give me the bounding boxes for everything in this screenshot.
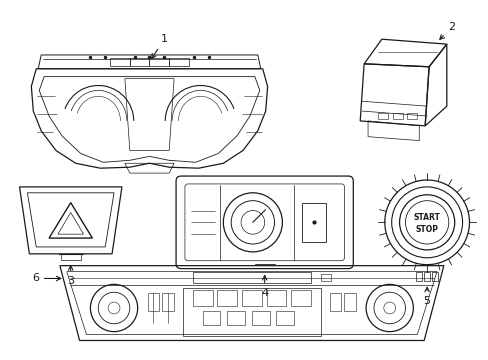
Bar (242, 290, 261, 306)
Bar (183, 288, 320, 336)
Bar (61, 254, 81, 260)
Text: 3: 3 (67, 266, 74, 287)
Bar (291, 290, 310, 306)
Bar (407, 113, 416, 119)
Bar (431, 271, 437, 282)
Bar (147, 293, 159, 311)
Bar (227, 311, 244, 325)
Bar (266, 290, 286, 306)
Text: START: START (413, 213, 440, 222)
Bar (302, 203, 325, 242)
Bar (344, 293, 356, 311)
Bar (276, 311, 294, 325)
Bar (320, 274, 330, 282)
Bar (149, 58, 169, 66)
Bar (392, 113, 402, 119)
Bar (329, 293, 341, 311)
Bar (217, 290, 237, 306)
Bar (377, 113, 387, 119)
Bar (162, 293, 174, 311)
Bar (202, 311, 220, 325)
Bar (169, 58, 188, 66)
Text: 6: 6 (32, 274, 61, 283)
Text: 2: 2 (439, 22, 454, 39)
Bar (415, 271, 421, 282)
Bar (251, 311, 269, 325)
Bar (129, 58, 149, 66)
Text: 1: 1 (151, 34, 167, 58)
Text: STOP: STOP (415, 225, 438, 234)
Text: 4: 4 (261, 276, 268, 298)
Bar (423, 271, 429, 282)
Bar (110, 58, 129, 66)
Text: 5: 5 (423, 287, 430, 306)
Bar (192, 271, 310, 283)
Bar (192, 290, 212, 306)
